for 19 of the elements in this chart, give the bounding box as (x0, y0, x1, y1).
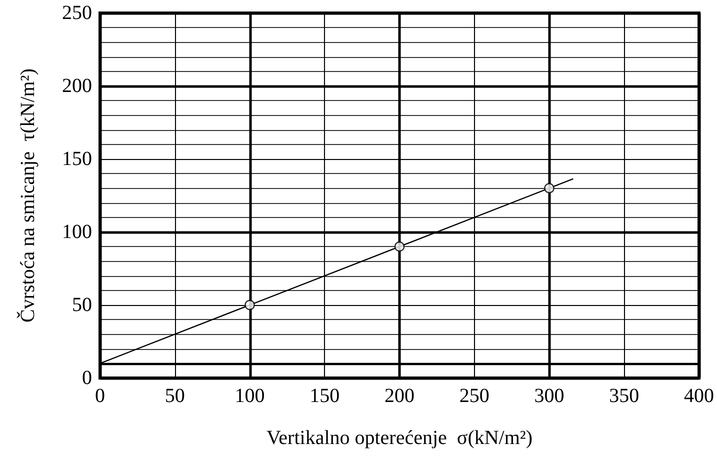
y-tick-label: 250 (62, 2, 92, 24)
x-tick-label: 400 (684, 385, 714, 407)
x-tick-label: 50 (164, 385, 185, 407)
x-tick-label: 350 (609, 385, 640, 407)
y-tick-label: 150 (62, 148, 92, 170)
point (244, 300, 255, 310)
x-tick-label: 300 (534, 385, 564, 407)
y-tick-label: 100 (62, 221, 92, 243)
point (394, 241, 405, 252)
y-axis-title: Čvrstoća na smicanje τ(kN/m²) (16, 68, 39, 322)
x-tick-label: 250 (459, 385, 490, 407)
y-tick-label: 0 (82, 367, 92, 389)
point (544, 183, 554, 194)
x-tick-label: 200 (384, 385, 414, 407)
x-tick-label: 150 (310, 385, 340, 407)
x-axis-title: Vertikalno opterećenje σ(kN/m²) (266, 427, 533, 449)
y-tick-label: 200 (62, 75, 92, 97)
x-tick-label: 100 (234, 385, 265, 407)
y-tick-label: 50 (72, 294, 92, 316)
